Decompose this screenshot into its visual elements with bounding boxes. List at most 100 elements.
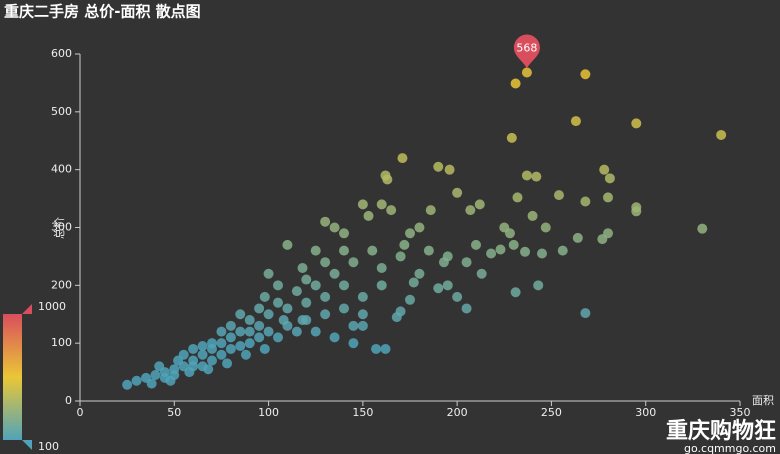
- point: [380, 343, 391, 354]
- point: [188, 343, 199, 354]
- point: [216, 349, 227, 360]
- point: [263, 309, 274, 320]
- point: [391, 312, 402, 323]
- point: [320, 309, 331, 320]
- point: [339, 303, 349, 314]
- visual-map-handle[interactable]: [22, 440, 32, 450]
- point: [599, 164, 610, 175]
- y-axis-label: 总价: [52, 217, 66, 239]
- point: [520, 246, 531, 257]
- point: [254, 332, 265, 343]
- point: [631, 118, 642, 129]
- point: [310, 280, 321, 291]
- point: [423, 245, 434, 256]
- point: [510, 287, 521, 298]
- point: [465, 205, 476, 216]
- point: [254, 303, 265, 314]
- point: [278, 315, 289, 326]
- point: [414, 222, 425, 233]
- point: [310, 245, 321, 256]
- point: [433, 161, 444, 172]
- visual-map-handle[interactable]: [22, 304, 32, 314]
- point: [399, 239, 410, 250]
- point: [572, 232, 583, 243]
- point: [297, 315, 308, 326]
- point: [235, 309, 246, 320]
- x-tick-label: 300: [635, 406, 656, 419]
- point: [363, 210, 374, 221]
- point: [297, 262, 308, 273]
- point: [197, 349, 208, 360]
- point: [580, 308, 591, 319]
- point: [310, 326, 321, 337]
- points: [122, 67, 727, 390]
- x-tick-label: 200: [447, 406, 468, 419]
- point: [553, 190, 564, 201]
- point: [254, 320, 265, 331]
- x-tick-label: 0: [77, 406, 84, 419]
- point: [291, 326, 302, 337]
- visual-map-bar[interactable]: [3, 314, 22, 440]
- point: [540, 222, 551, 233]
- point: [527, 210, 538, 221]
- point: [240, 349, 251, 360]
- point: [348, 338, 359, 349]
- point: [339, 245, 349, 256]
- point: [367, 245, 378, 256]
- point: [438, 257, 449, 268]
- point: [244, 326, 255, 337]
- point: [521, 170, 532, 181]
- point: [263, 268, 274, 279]
- point: [216, 338, 227, 349]
- point: [273, 332, 283, 343]
- point: [380, 170, 391, 181]
- point: [207, 355, 217, 366]
- point: [273, 280, 283, 291]
- visual-map-max: 1000: [38, 300, 66, 313]
- point: [376, 262, 387, 273]
- point: [225, 343, 236, 354]
- point: [486, 248, 497, 259]
- point: [320, 291, 331, 302]
- watermark-name: 重庆购物狂: [666, 418, 776, 444]
- point: [339, 228, 349, 239]
- point: [263, 326, 274, 337]
- point: [386, 205, 397, 216]
- point: [165, 375, 176, 386]
- point: [371, 343, 382, 354]
- point: [348, 320, 359, 331]
- point: [329, 268, 340, 279]
- y-tick-label: 600: [51, 47, 72, 60]
- point: [474, 199, 485, 210]
- point: [357, 320, 368, 331]
- point: [216, 326, 227, 337]
- point: [697, 223, 708, 234]
- x-tick-label: 250: [541, 406, 562, 419]
- point: [291, 286, 302, 297]
- point: [348, 257, 359, 268]
- mark-point: [513, 34, 540, 69]
- point: [495, 244, 506, 255]
- point: [471, 239, 481, 250]
- point: [397, 153, 408, 164]
- point: [357, 199, 368, 210]
- x-axis-label: 面积: [752, 394, 774, 407]
- point: [414, 268, 425, 279]
- point: [131, 375, 142, 386]
- point: [203, 364, 214, 375]
- point: [282, 239, 293, 250]
- point: [604, 173, 615, 184]
- point: [557, 245, 568, 256]
- point: [499, 222, 510, 233]
- x-tick-label: 50: [167, 406, 181, 419]
- point: [259, 291, 270, 302]
- point: [244, 338, 255, 349]
- point: [225, 332, 236, 343]
- point: [461, 303, 472, 314]
- x-tick-label: 150: [352, 406, 373, 419]
- point: [452, 187, 463, 198]
- y-tick-label: 200: [51, 278, 72, 291]
- point: [570, 116, 581, 127]
- y-tick-label: 400: [51, 163, 72, 176]
- point: [433, 283, 444, 294]
